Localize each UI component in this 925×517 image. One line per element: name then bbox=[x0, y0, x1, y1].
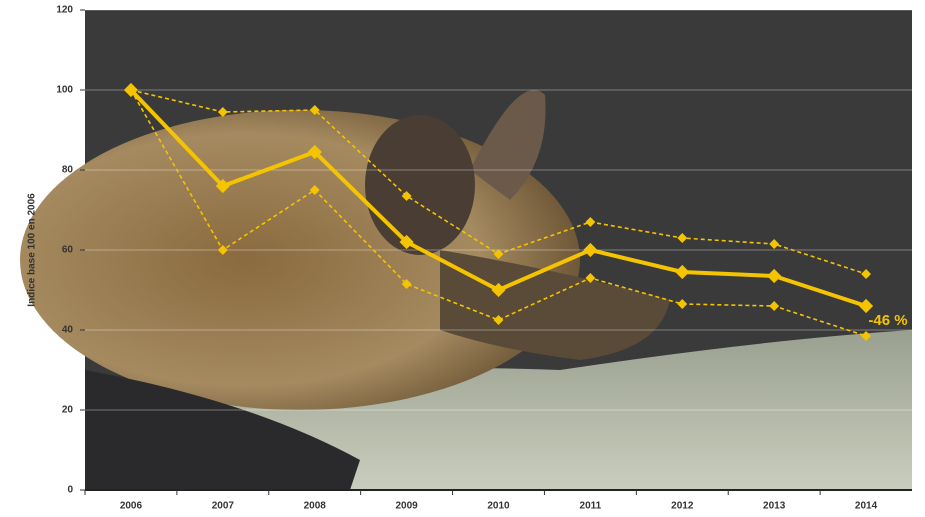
data-point bbox=[677, 299, 688, 309]
y-tick-label: 40 bbox=[62, 325, 74, 336]
data-point bbox=[861, 269, 872, 279]
background-photo bbox=[20, 10, 912, 490]
data-point bbox=[217, 245, 228, 255]
data-point bbox=[767, 268, 782, 284]
x-tick-label: 2007 bbox=[212, 501, 235, 512]
data-point bbox=[307, 144, 322, 160]
data-point bbox=[769, 301, 780, 311]
data-point bbox=[399, 234, 414, 250]
data-point bbox=[493, 249, 504, 259]
x-tick-label: 2006 bbox=[120, 501, 143, 512]
x-tick-label: 2012 bbox=[671, 501, 694, 512]
data-point bbox=[675, 264, 690, 280]
data-point bbox=[677, 233, 688, 243]
data-point bbox=[491, 282, 506, 298]
data-point bbox=[769, 239, 780, 249]
data-point bbox=[493, 315, 504, 325]
x-tick-label: 2009 bbox=[395, 501, 418, 512]
data-point bbox=[861, 331, 872, 341]
data-point bbox=[125, 85, 136, 95]
data-point bbox=[215, 178, 230, 194]
data-point bbox=[858, 298, 874, 314]
x-tick-label: 2010 bbox=[487, 501, 510, 512]
data-point bbox=[583, 242, 598, 258]
x-tick-label: 2014 bbox=[855, 501, 878, 512]
data-point bbox=[585, 217, 596, 227]
y-tick-label: 0 bbox=[67, 485, 73, 496]
x-tick-label: 2011 bbox=[580, 501, 602, 512]
y-tick-label: 120 bbox=[56, 5, 73, 16]
data-point bbox=[309, 185, 320, 195]
data-point bbox=[401, 279, 412, 289]
y-axis-label: Indice base 100 en 2006 bbox=[27, 193, 38, 307]
data-point bbox=[217, 107, 228, 117]
y-tick-label: 60 bbox=[62, 245, 74, 256]
y-tick-label: 100 bbox=[56, 85, 73, 96]
y-tick-label: 20 bbox=[62, 405, 74, 416]
x-tick-label: 2013 bbox=[763, 501, 786, 512]
annotation: -46 % bbox=[868, 312, 907, 329]
data-point bbox=[401, 191, 412, 201]
x-tick-label: 2008 bbox=[304, 501, 327, 512]
data-point bbox=[585, 273, 596, 283]
y-tick-label: 80 bbox=[62, 165, 74, 176]
